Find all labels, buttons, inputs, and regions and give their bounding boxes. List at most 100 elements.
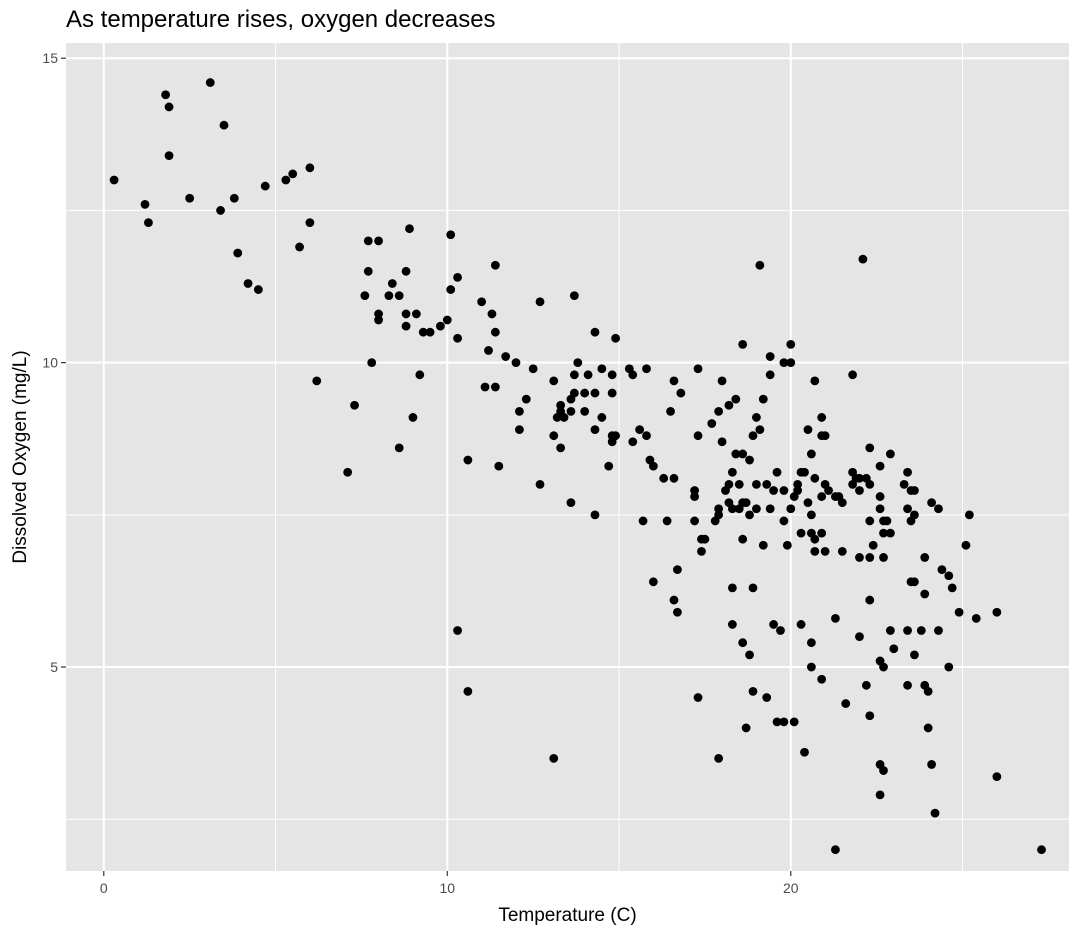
data-point	[260, 181, 270, 191]
data-point	[765, 504, 775, 514]
data-point	[755, 260, 765, 270]
data-point	[714, 504, 724, 514]
data-point	[855, 486, 864, 495]
data-point	[590, 425, 600, 435]
data-point	[865, 443, 875, 453]
data-point	[745, 650, 754, 660]
data-point	[727, 620, 737, 629]
data-point	[611, 431, 620, 441]
data-point	[463, 455, 473, 465]
data-point	[758, 540, 768, 550]
data-point	[484, 346, 493, 355]
data-point	[305, 218, 315, 228]
data-point	[216, 206, 225, 215]
data-point	[490, 327, 500, 337]
data-point	[343, 467, 353, 477]
data-point	[556, 400, 566, 410]
data-point	[934, 504, 943, 514]
data-point	[569, 291, 579, 301]
data-point	[490, 260, 500, 270]
data-point	[961, 540, 971, 550]
data-point	[879, 528, 888, 538]
data-point	[810, 546, 820, 556]
data-point	[837, 546, 847, 556]
data-point	[144, 218, 153, 228]
data-point	[782, 540, 792, 550]
data-point	[312, 376, 322, 386]
data-point	[738, 534, 748, 544]
data-point	[748, 686, 758, 696]
data-point	[824, 486, 833, 495]
data-point	[642, 431, 651, 441]
data-point	[927, 498, 937, 508]
axis-ticks	[61, 57, 792, 876]
data-point	[425, 327, 435, 337]
data-point	[590, 510, 600, 520]
data-point	[786, 339, 796, 349]
data-point	[796, 620, 806, 629]
data-point	[418, 327, 428, 337]
data-point	[865, 479, 875, 489]
data-point	[161, 90, 171, 100]
data-point	[580, 406, 590, 416]
data-point	[903, 467, 912, 477]
data-point	[875, 492, 885, 501]
data-point	[164, 102, 174, 112]
data-point	[889, 644, 899, 654]
data-point	[453, 626, 462, 635]
data-point	[772, 467, 782, 477]
data-point	[648, 577, 658, 587]
data-point	[140, 199, 150, 209]
data-point	[971, 613, 981, 623]
data-point	[903, 626, 912, 635]
data-point	[865, 516, 875, 526]
data-point	[752, 479, 761, 489]
data-point	[916, 626, 926, 635]
data-point	[944, 571, 954, 581]
data-point	[769, 486, 778, 495]
data-point	[707, 419, 717, 428]
data-point	[490, 382, 500, 392]
data-point	[597, 413, 607, 422]
data-point	[607, 388, 617, 398]
data-point	[363, 236, 373, 246]
data-point	[937, 565, 947, 575]
data-point	[635, 425, 645, 435]
data-point	[446, 230, 456, 240]
data-point	[487, 309, 497, 319]
data-point	[463, 686, 473, 696]
data-point	[837, 498, 847, 508]
data-point	[810, 534, 820, 544]
x-tick-label: 10	[439, 880, 455, 896]
data-point	[690, 486, 699, 495]
data-point	[831, 613, 840, 623]
data-point	[855, 553, 864, 562]
data-point	[817, 528, 827, 538]
data-point	[288, 169, 298, 179]
data-point	[841, 699, 851, 708]
data-point	[738, 449, 748, 459]
data-point	[401, 321, 411, 331]
data-point	[992, 772, 1002, 782]
x-axis-title: Temperature (C)	[498, 905, 636, 926]
chart-title: As temperature rises, oxygen decreases	[66, 6, 496, 33]
tick-labels: 0 10 20 5 10 15	[42, 50, 798, 896]
data-points	[109, 78, 1046, 855]
data-point	[673, 607, 682, 617]
data-point	[772, 717, 782, 727]
data-point	[738, 339, 748, 349]
data-point	[903, 680, 912, 690]
data-point	[628, 437, 638, 447]
data-point	[295, 242, 304, 252]
data-point	[367, 358, 377, 368]
data-point	[855, 632, 864, 642]
data-point	[745, 455, 754, 465]
data-point	[363, 266, 373, 276]
data-point	[511, 358, 521, 368]
data-point	[690, 492, 699, 501]
data-point	[806, 662, 816, 672]
data-point	[910, 486, 919, 495]
y-tick-label: 15	[42, 50, 58, 66]
data-point	[779, 717, 789, 727]
data-point	[831, 845, 840, 855]
